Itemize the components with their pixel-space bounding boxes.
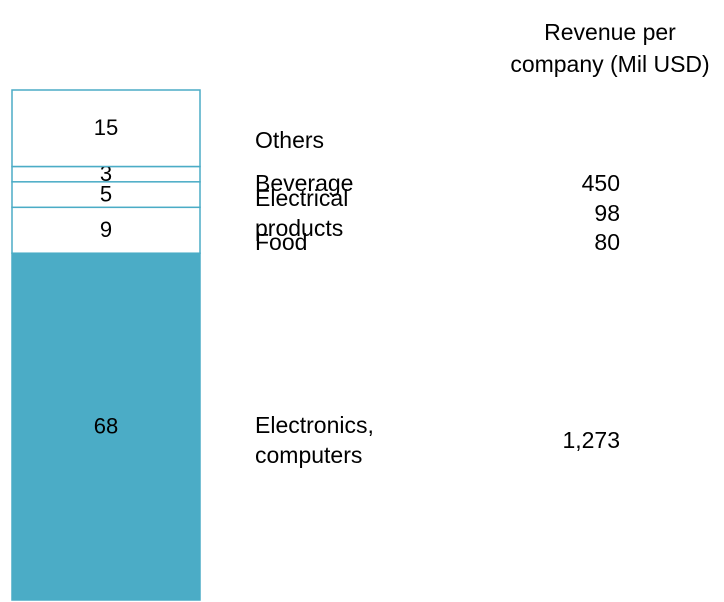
category-label: Others [255, 127, 325, 153]
revenue-label: 1,273 [562, 427, 620, 453]
category-label: Electronics, computers [255, 412, 374, 468]
revenue-label: 450 [581, 170, 620, 196]
revenue-header: Revenue per company (Mil USD) [510, 19, 710, 77]
revenue-label: 98 [594, 200, 620, 226]
segment-label: 15 [94, 115, 118, 140]
bar-segment [11, 252, 201, 601]
segment-label: 9 [100, 217, 112, 242]
segment-label: 5 [100, 181, 112, 206]
category-label: Food [255, 229, 308, 255]
revenue-header-box: Revenue per company (Mil USD) [470, 16, 724, 80]
segment-label: 68 [94, 413, 118, 438]
bar-segment [11, 89, 201, 168]
bar-segment [11, 206, 201, 254]
revenue-label: 80 [594, 229, 620, 255]
category-label: Electrical products [255, 185, 349, 241]
category-label: Beverage [255, 170, 354, 196]
